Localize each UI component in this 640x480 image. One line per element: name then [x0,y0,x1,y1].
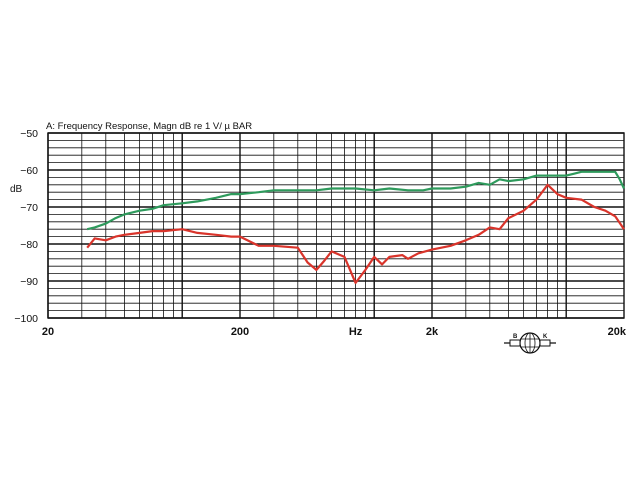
y-tick-label: −60 [20,165,38,177]
y-tick-label: −70 [20,202,38,214]
y-tick-label: −90 [20,276,38,288]
chart-title: A: Frequency Response, Magn dB re 1 V/ µ… [46,121,252,132]
grid [47,132,625,319]
series-layer [86,170,625,284]
x-tick-label: 20k [608,326,627,338]
y-tick-labels: −50 −60 −70 −80 −90 −100 [14,128,38,325]
logo-letter-b: B [513,334,518,340]
logo-letter-k: K [543,334,548,340]
series-line-1 [86,170,625,231]
bk-logo: B K [504,332,556,354]
y-tick-label: −80 [20,239,38,251]
x-tick-label: Hz [349,326,363,338]
y-tick-label: −50 [20,128,38,140]
y-tick-label: −100 [14,313,38,325]
x-tick-label: 20 [42,326,54,338]
x-tick-label: 200 [231,326,249,338]
y-axis-unit-label: dB [10,184,23,195]
x-tick-labels: 20 200 Hz 2k 20k [42,326,627,338]
x-tick-label: 2k [426,326,439,338]
plot-frame [47,132,625,319]
series-line-2 [86,183,625,284]
